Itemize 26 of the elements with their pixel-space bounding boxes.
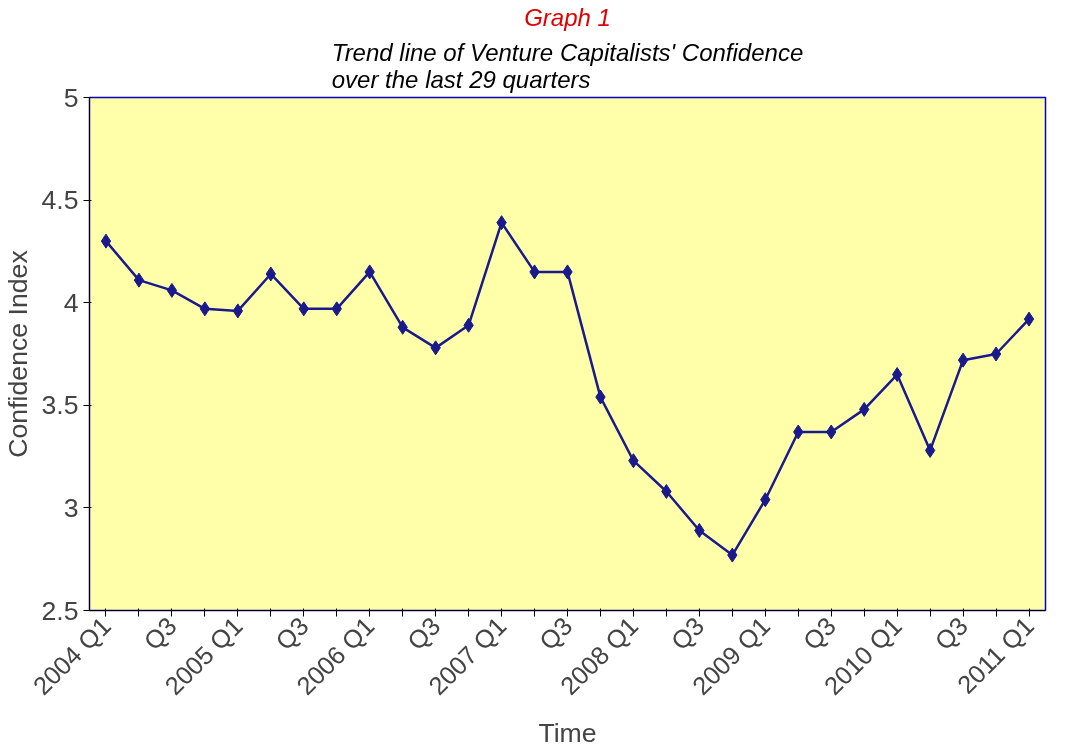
y-tick-label: 5 bbox=[63, 82, 79, 113]
x-tick-label: Q3 bbox=[138, 611, 182, 656]
point bbox=[891, 367, 903, 383]
point bbox=[199, 301, 211, 317]
point bbox=[133, 272, 145, 288]
point bbox=[100, 233, 112, 249]
x-axis-title: Time bbox=[538, 718, 597, 749]
chart-subtitle: Trend line of Venture Capitalists' Confidence over the last 29 quarters bbox=[331, 38, 804, 93]
y-tick-label: 4.5 bbox=[41, 185, 79, 216]
point bbox=[924, 442, 936, 458]
chart-title: Graph 1 bbox=[524, 3, 611, 31]
y-tick-label: 3.5 bbox=[41, 390, 79, 421]
y-tick-label: 3 bbox=[63, 492, 79, 523]
x-tick-label: Q3 bbox=[929, 611, 973, 656]
point bbox=[990, 346, 1002, 362]
x-tick-label: Q3 bbox=[797, 611, 842, 656]
point bbox=[1023, 311, 1035, 327]
x-tick-label: Q3 bbox=[665, 611, 710, 656]
y-tick-label: 2.5 bbox=[41, 595, 79, 626]
x-tick-label: Q3 bbox=[533, 611, 578, 656]
point bbox=[232, 303, 244, 319]
point bbox=[166, 282, 178, 298]
y-tick-label: 4 bbox=[63, 287, 79, 318]
y-axis-title: Confidence Index bbox=[3, 249, 34, 458]
x-tick-label: Q3 bbox=[269, 611, 314, 656]
point bbox=[957, 352, 969, 368]
